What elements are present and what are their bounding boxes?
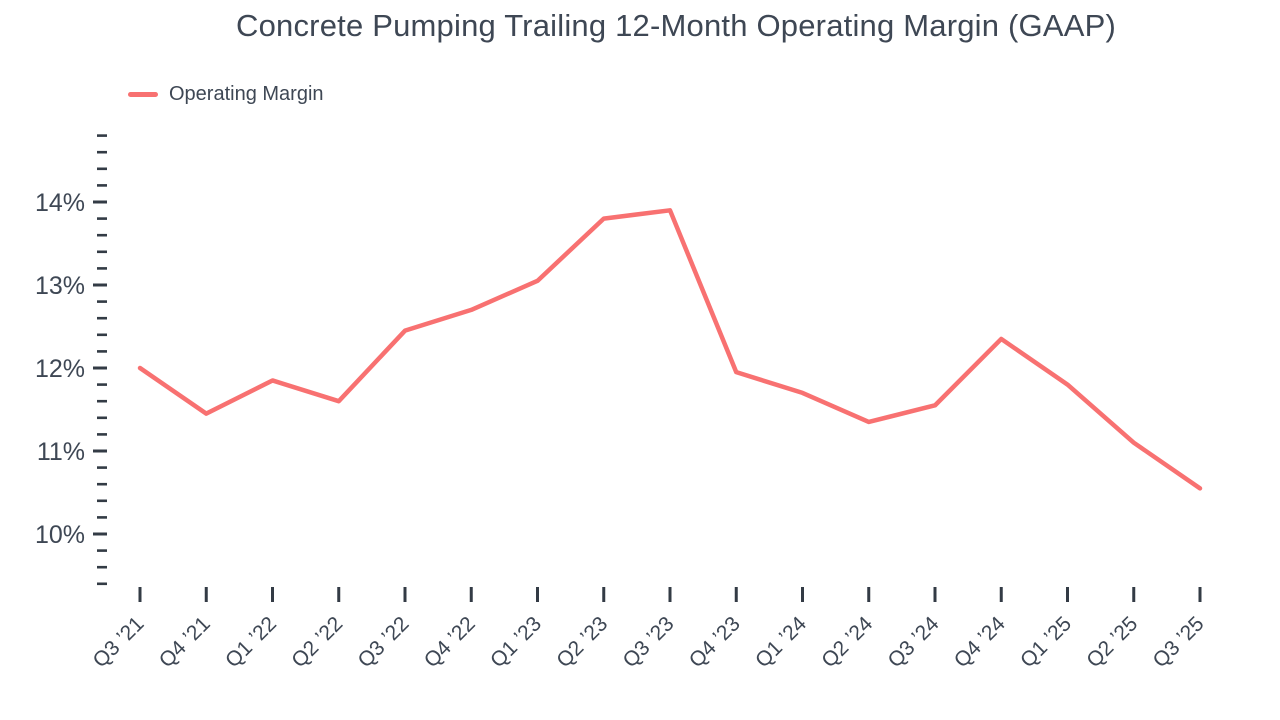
x-axis-tick-label: Q1 ’24 <box>751 612 811 672</box>
x-axis-tick-label: Q1 ’23 <box>486 612 546 672</box>
x-axis-tick-label: Q4 ’23 <box>685 612 745 672</box>
x-axis-tick-label: Q2 ’22 <box>287 612 347 672</box>
legend-label: Operating Margin <box>169 82 324 105</box>
y-axis-tick-label: 14% <box>35 189 85 217</box>
x-axis-tick-label: Q4 ’21 <box>155 612 215 672</box>
x-axis-tick-label: Q3 ’23 <box>619 612 679 672</box>
x-axis-tick-label: Q2 ’23 <box>552 612 612 672</box>
x-axis-tick-label: Q4 ’24 <box>950 612 1010 672</box>
chart-title: Concrete Pumping Trailing 12-Month Opera… <box>236 8 1116 43</box>
x-axis-tick-label: Q3 ’21 <box>89 612 149 672</box>
y-axis-tick-label: 12% <box>35 355 85 383</box>
y-axis-tick-label: 13% <box>35 272 85 300</box>
legend-line-swatch <box>128 91 158 97</box>
legend: Operating Margin <box>128 80 324 108</box>
y-axis-tick-label: 11% <box>37 438 85 466</box>
x-axis-tick-label: Q4 ’22 <box>420 612 480 672</box>
x-axis-tick-label: Q3 ’22 <box>354 612 414 672</box>
operating-margin-series-line <box>137 208 1203 491</box>
x-axis-tick-label: Q2 ’25 <box>1082 612 1142 672</box>
x-axis-tick-label: Q3 ’25 <box>1149 612 1209 672</box>
x-axis-tick-label: Q1 ’25 <box>1016 612 1076 672</box>
x-axis-tick-label: Q1 ’22 <box>221 612 281 672</box>
y-axis-tick-label: 10% <box>35 521 85 549</box>
x-axis-tick-label: Q2 ’24 <box>817 612 877 672</box>
x-axis-tick-label: Q3 ’24 <box>884 612 944 672</box>
